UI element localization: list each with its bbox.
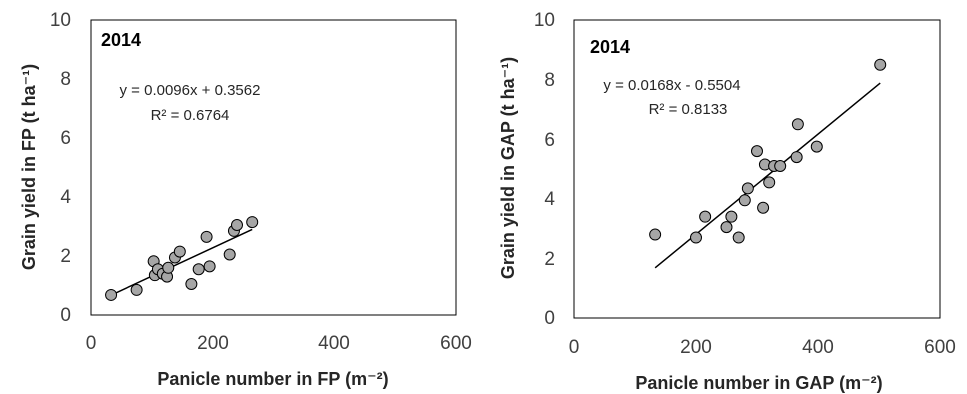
x-tick-label: 200 xyxy=(197,333,229,354)
regression-equation: y = 0.0096x + 0.3562 xyxy=(120,82,261,99)
data-point xyxy=(751,145,763,158)
data-point xyxy=(173,245,186,258)
x-tick-label: 600 xyxy=(924,337,956,358)
x-axis-label: Panicle number in GAP (m⁻²) xyxy=(635,373,882,393)
data-point xyxy=(720,221,733,234)
plot-area-border xyxy=(573,19,941,319)
y-tick-labels: 0 2 4 6 8 10 xyxy=(50,10,72,326)
data-point xyxy=(231,219,243,232)
y-tick-label: 10 xyxy=(534,10,555,31)
chart-gap: 0 2 4 6 8 10 0 200 400 600 Panicle numbe… xyxy=(498,10,956,393)
data-point xyxy=(203,260,216,273)
x-tick-label: 200 xyxy=(680,337,712,358)
x-tick-label: 600 xyxy=(440,333,472,354)
data-point xyxy=(130,283,143,296)
y-tick-label: 2 xyxy=(544,249,555,270)
series-marks xyxy=(105,216,259,301)
data-point xyxy=(757,201,770,214)
trendline xyxy=(110,228,253,296)
y-tick-label: 2 xyxy=(60,246,71,267)
y-tick-label: 0 xyxy=(544,308,555,329)
y-tick-label: 10 xyxy=(50,10,71,31)
data-point xyxy=(649,228,662,241)
r-squared: R² = 0.6764 xyxy=(151,107,230,124)
y-tick-labels: 0 2 4 6 8 10 xyxy=(534,10,556,329)
y-tick-label: 0 xyxy=(60,305,71,326)
data-point xyxy=(223,248,236,261)
x-tick-label: 0 xyxy=(86,333,97,354)
data-point xyxy=(774,160,787,173)
x-tick-label: 400 xyxy=(802,337,834,358)
x-tick-label: 400 xyxy=(318,333,350,354)
x-tick-labels: 0 200 400 600 xyxy=(569,337,956,358)
x-tick-labels: 0 200 400 600 xyxy=(86,333,472,354)
data-point xyxy=(791,118,804,131)
data-point xyxy=(105,288,118,301)
data-point xyxy=(763,176,776,189)
r-squared: R² = 0.8133 xyxy=(649,101,728,118)
regression-equation: y = 0.0168x - 0.5504 xyxy=(603,77,740,94)
data-point xyxy=(732,231,745,244)
y-tick-label: 6 xyxy=(60,128,71,149)
data-point xyxy=(162,261,175,274)
y-tick-label: 8 xyxy=(544,70,555,91)
y-tick-label: 4 xyxy=(60,187,71,208)
data-point xyxy=(246,216,259,229)
plot-area-border xyxy=(90,19,457,316)
data-point xyxy=(874,58,887,71)
chart-fp: 0 2 4 6 8 10 0 200 400 600 Panicle numbe… xyxy=(19,10,472,389)
x-tick-label: 0 xyxy=(569,337,580,358)
y-axis-label: Grain yield in GAP (t ha⁻¹) xyxy=(498,57,518,279)
data-point xyxy=(725,210,738,223)
data-point xyxy=(790,151,803,164)
data-point xyxy=(741,182,754,195)
data-point xyxy=(699,210,712,223)
data-point xyxy=(738,194,751,207)
data-point xyxy=(185,278,198,291)
data-point xyxy=(192,263,205,276)
y-tick-label: 8 xyxy=(60,69,71,90)
y-axis-label: Grain yield in FP (t ha⁻¹) xyxy=(19,64,39,270)
series-marks xyxy=(649,58,887,269)
year-label: 2014 xyxy=(590,37,630,57)
data-point xyxy=(200,230,213,243)
y-tick-label: 6 xyxy=(544,130,555,151)
data-point xyxy=(810,140,823,153)
x-axis-label: Panicle number in FP (m⁻²) xyxy=(157,369,388,389)
y-tick-label: 4 xyxy=(544,189,555,210)
data-point xyxy=(690,231,702,244)
year-label: 2014 xyxy=(101,30,141,50)
